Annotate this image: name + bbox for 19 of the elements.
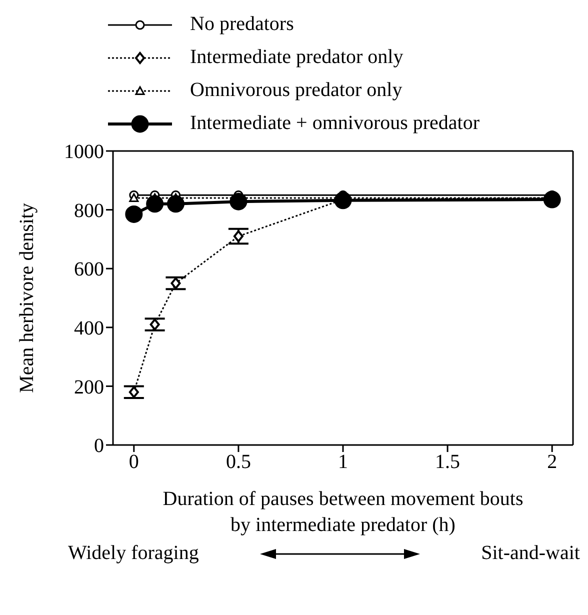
y-tick-label: 600 [74, 258, 104, 281]
x-tick-label: 1.5 [435, 451, 460, 474]
x-tick-label: 1 [338, 451, 348, 474]
legend-label: Omnivorous predator only [190, 78, 402, 103]
legend-label: Intermediate + omnivorous predator [190, 111, 480, 136]
x-axis-title: Duration of pauses between movement bouts by intermediate predator (h) [162, 488, 524, 536]
x-tick-label: 2 [547, 451, 558, 474]
y-tick-label: 1000 [64, 141, 104, 164]
y-tick-label: 200 [74, 376, 104, 398]
legend-label: Intermediate predator only [190, 45, 404, 70]
x-tick-label: 0.5 [226, 451, 251, 474]
y-tick-label: 800 [74, 200, 104, 222]
text: Widely foraging [68, 542, 199, 565]
y-axis-title: Mean herbivore density [16, 203, 38, 393]
text: Sit-and-wait [481, 542, 580, 565]
y-tick-label: 400 [74, 318, 104, 340]
x-tick-label: 0 [128, 451, 139, 474]
legend-label: No predators [190, 12, 294, 37]
y-tick-label: 0 [94, 435, 104, 458]
